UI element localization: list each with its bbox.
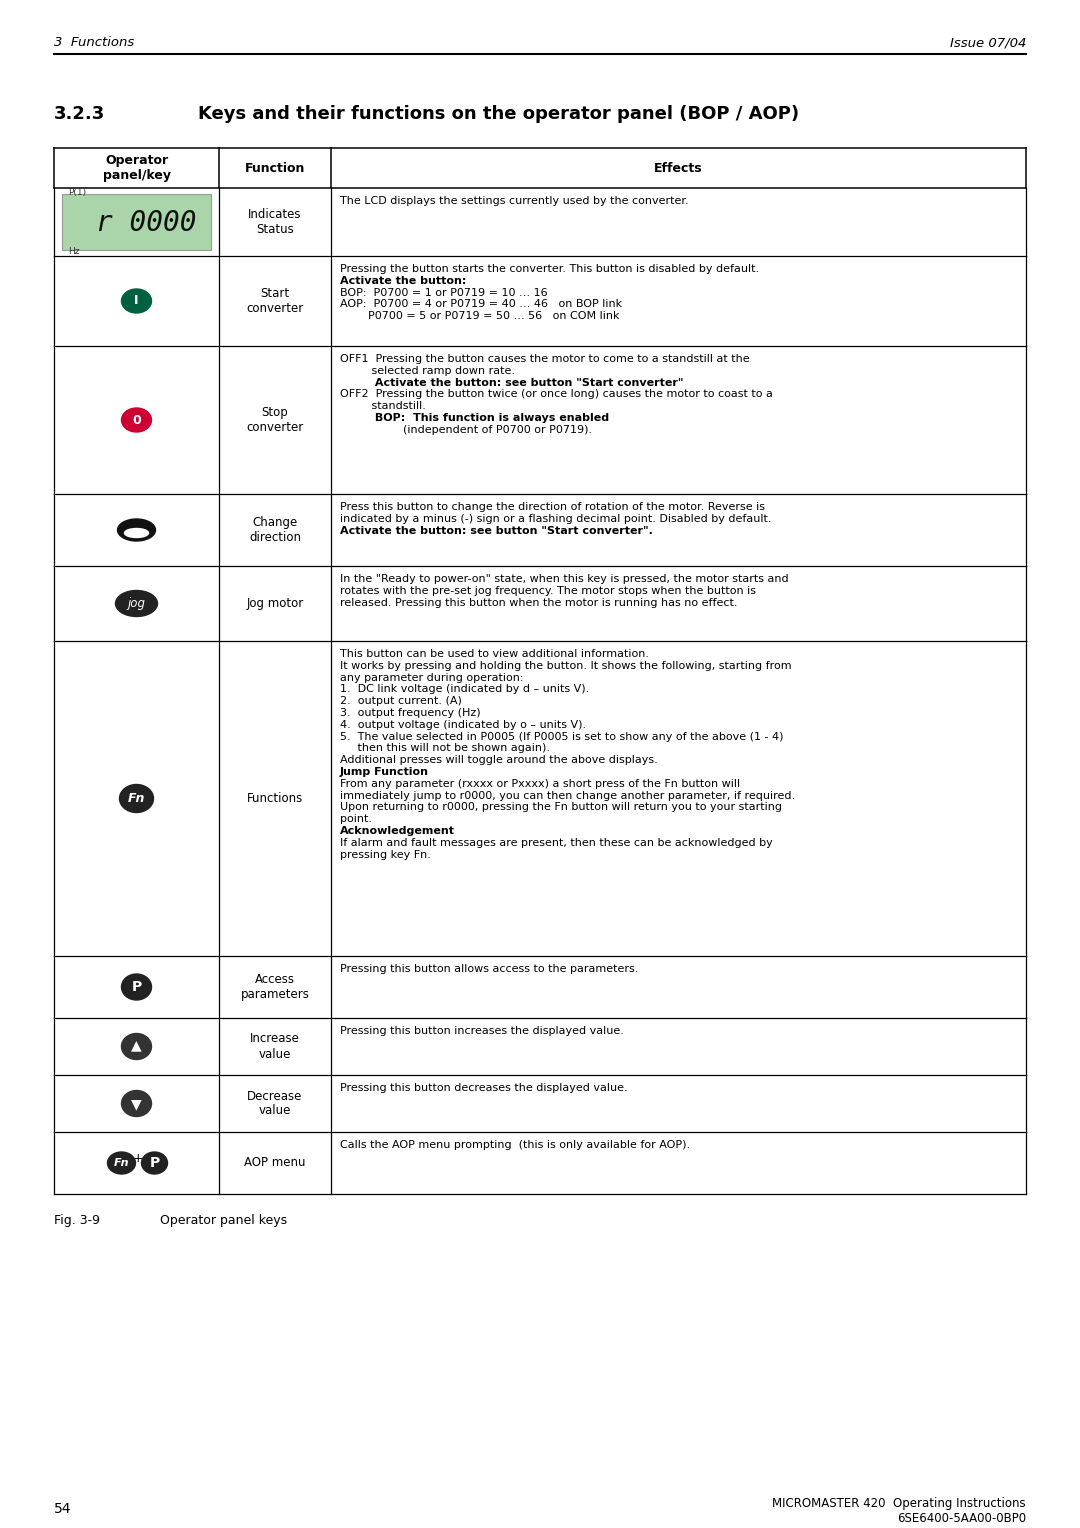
Text: Pressing this button allows access to the parameters.: Pressing this button allows access to th… — [340, 964, 638, 973]
Text: 3.2.3: 3.2.3 — [54, 105, 105, 122]
Text: The LCD displays the settings currently used by the converter.: The LCD displays the settings currently … — [340, 196, 689, 206]
Text: Hz: Hz — [68, 248, 80, 257]
Text: 4.  output voltage (indicated by o – units V).: 4. output voltage (indicated by o – unit… — [340, 720, 586, 730]
Text: P0700 = 5 or P0719 = 50 … 56   on COM link: P0700 = 5 or P0719 = 50 … 56 on COM link — [340, 312, 620, 321]
Ellipse shape — [121, 408, 151, 432]
Text: Calls the AOP menu prompting  (this is only available for AOP).: Calls the AOP menu prompting (this is on… — [340, 1140, 690, 1151]
Text: AOP:  P0700 = 4 or P0719 = 40 … 46   on BOP link: AOP: P0700 = 4 or P0719 = 40 … 46 on BOP… — [340, 299, 622, 309]
Text: Upon returning to r0000, pressing the Fn button will return you to your starting: Upon returning to r0000, pressing the Fn… — [340, 802, 782, 813]
Ellipse shape — [141, 1152, 167, 1174]
Text: pressing key Fn.: pressing key Fn. — [340, 850, 431, 860]
Text: Jog motor: Jog motor — [246, 597, 303, 610]
Text: Start
converter: Start converter — [246, 287, 303, 315]
Text: r 0000: r 0000 — [96, 209, 197, 237]
Text: Function: Function — [245, 162, 306, 174]
Text: Operator panel keys: Operator panel keys — [160, 1215, 287, 1227]
Text: Press this button to change the direction of rotation of the motor. Reverse is: Press this button to change the directio… — [340, 503, 765, 512]
Text: Jump Function: Jump Function — [340, 767, 429, 778]
Text: indicated by a minus (-) sign or a flashing decimal point. Disabled by default.: indicated by a minus (-) sign or a flash… — [340, 513, 771, 524]
Text: OFF1  Pressing the button causes the motor to come to a standstill at the: OFF1 Pressing the button causes the moto… — [340, 354, 750, 364]
Ellipse shape — [108, 1152, 135, 1174]
Text: MICROMASTER 420  Operating Instructions
6SE6400-5AA00-0BP0: MICROMASTER 420 Operating Instructions 6… — [772, 1497, 1026, 1525]
Text: BOP:  This function is always enabled: BOP: This function is always enabled — [340, 413, 609, 423]
Text: Additional presses will toggle around the above displays.: Additional presses will toggle around th… — [340, 755, 658, 766]
Ellipse shape — [120, 784, 153, 813]
Text: Effects: Effects — [654, 162, 703, 174]
Text: BOP:  P0700 = 1 or P0719 = 10 … 16: BOP: P0700 = 1 or P0719 = 10 … 16 — [340, 287, 548, 298]
Text: Fn: Fn — [127, 792, 145, 805]
Text: In the "Ready to power-on" state, when this key is pressed, the motor starts and: In the "Ready to power-on" state, when t… — [340, 575, 788, 584]
Text: 5.  The value selected in P0005 (If P0005 is set to show any of the above (1 - 4: 5. The value selected in P0005 (If P0005… — [340, 732, 783, 741]
Ellipse shape — [118, 520, 156, 541]
Text: Stop
converter: Stop converter — [246, 406, 303, 434]
Text: If alarm and fault messages are present, then these can be acknowledged by: If alarm and fault messages are present,… — [340, 837, 773, 848]
Text: Increase
value: Increase value — [251, 1033, 300, 1060]
Text: Pressing this button decreases the displayed value.: Pressing this button decreases the displ… — [340, 1083, 627, 1093]
Ellipse shape — [121, 1091, 151, 1117]
Text: Fig. 3-9: Fig. 3-9 — [54, 1215, 100, 1227]
Text: Activate the button: see button "Start converter".: Activate the button: see button "Start c… — [340, 526, 653, 536]
Text: selected ramp down rate.: selected ramp down rate. — [340, 365, 515, 376]
Text: 1.  DC link voltage (indicated by d – units V).: 1. DC link voltage (indicated by d – uni… — [340, 685, 590, 694]
Text: P: P — [132, 979, 141, 995]
Text: +: + — [132, 1152, 143, 1164]
Text: Fn: Fn — [113, 1158, 130, 1167]
Text: From any parameter (rxxxx or Pxxxx) a short press of the Fn button will: From any parameter (rxxxx or Pxxxx) a sh… — [340, 779, 740, 788]
Text: P(1): P(1) — [68, 188, 86, 197]
Text: Operator
panel/key: Operator panel/key — [103, 154, 171, 182]
Text: P: P — [149, 1157, 160, 1170]
Text: ▼: ▼ — [131, 1097, 141, 1111]
Text: released. Pressing this button when the motor is running has no effect.: released. Pressing this button when the … — [340, 597, 738, 608]
Text: OFF2  Pressing the button twice (or once long) causes the motor to coast to a: OFF2 Pressing the button twice (or once … — [340, 390, 773, 399]
Text: Access
parameters: Access parameters — [241, 973, 310, 1001]
Text: Keys and their functions on the operator panel (BOP / AOP): Keys and their functions on the operator… — [198, 105, 799, 122]
Text: Acknowledgement: Acknowledgement — [340, 827, 455, 836]
Text: Pressing the button starts the converter. This button is disabled by default.: Pressing the button starts the converter… — [340, 264, 759, 274]
Text: Change
direction: Change direction — [249, 516, 301, 544]
Bar — [62, 194, 211, 251]
Text: This button can be used to view additional information.: This button can be used to view addition… — [340, 649, 649, 659]
Text: 0: 0 — [132, 414, 140, 426]
Text: (independent of P0700 or P0719).: (independent of P0700 or P0719). — [340, 425, 592, 435]
Text: Issue 07/04: Issue 07/04 — [949, 37, 1026, 49]
Text: any parameter during operation:: any parameter during operation: — [340, 672, 524, 683]
Text: It works by pressing and holding the button. It shows the following, starting fr: It works by pressing and holding the but… — [340, 660, 792, 671]
Text: Activate the button: see button "Start converter": Activate the button: see button "Start c… — [340, 377, 684, 388]
Text: point.: point. — [340, 814, 372, 824]
Text: 54: 54 — [54, 1502, 71, 1516]
Text: then this will not be shown again).: then this will not be shown again). — [340, 744, 550, 753]
Text: Indicates
Status: Indicates Status — [248, 208, 301, 235]
Text: 3.  output frequency (Hz): 3. output frequency (Hz) — [340, 707, 481, 718]
Text: immediately jump to r0000, you can then change another parameter, if required.: immediately jump to r0000, you can then … — [340, 790, 795, 801]
Ellipse shape — [116, 590, 158, 616]
Text: ▲: ▲ — [131, 1039, 141, 1053]
Text: rotates with the pre-set jog frequency. The motor stops when the button is: rotates with the pre-set jog frequency. … — [340, 585, 756, 596]
Text: 3  Functions: 3 Functions — [54, 37, 134, 49]
Text: Functions: Functions — [247, 792, 303, 805]
Text: Decrease
value: Decrease value — [247, 1089, 302, 1117]
Text: Pressing this button increases the displayed value.: Pressing this button increases the displ… — [340, 1025, 624, 1036]
Ellipse shape — [121, 973, 151, 999]
Text: I: I — [134, 295, 138, 307]
Ellipse shape — [124, 529, 149, 538]
Text: jog: jog — [127, 597, 146, 610]
Text: Activate the button:: Activate the button: — [340, 275, 467, 286]
Ellipse shape — [121, 1033, 151, 1059]
Text: AOP menu: AOP menu — [244, 1157, 306, 1169]
Text: 2.  output current. (A): 2. output current. (A) — [340, 697, 462, 706]
Ellipse shape — [121, 289, 151, 313]
Text: standstill.: standstill. — [340, 402, 426, 411]
